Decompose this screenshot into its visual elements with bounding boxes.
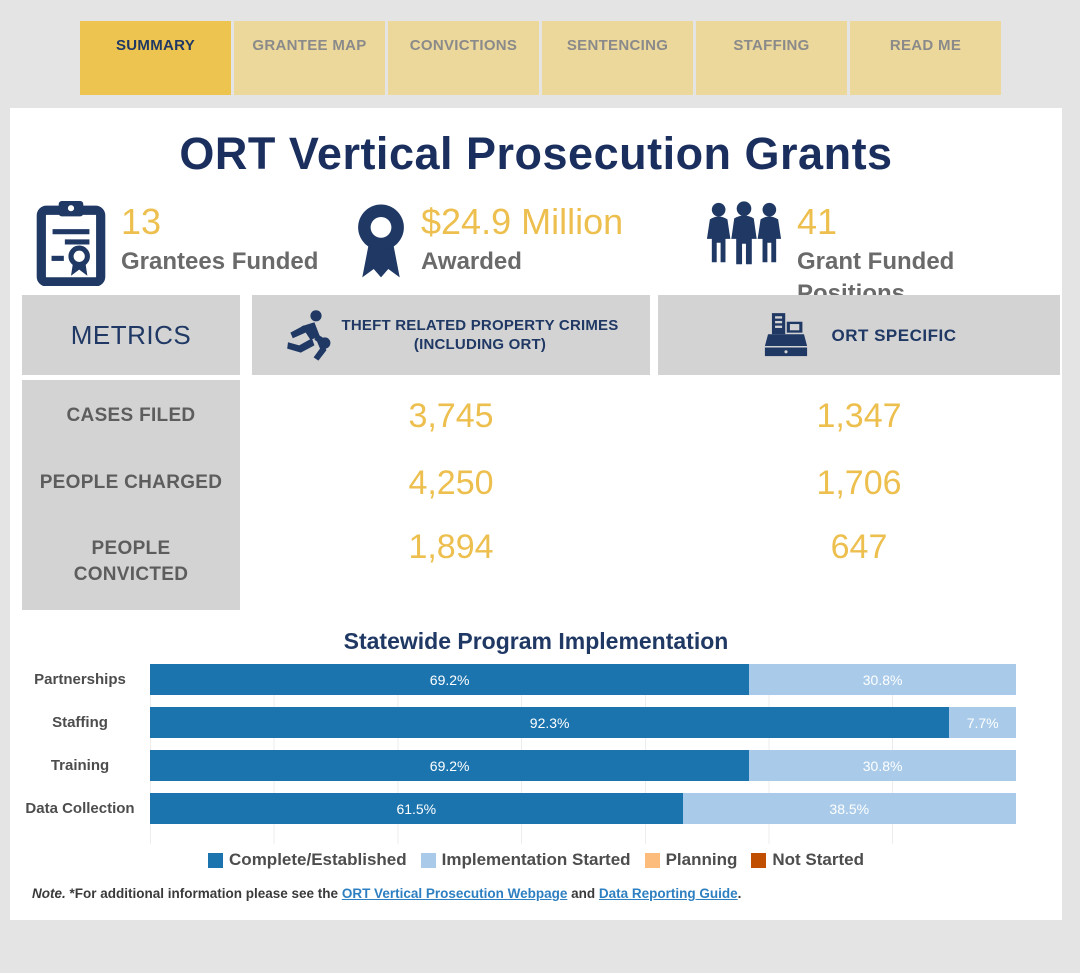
- theft-values-column: 3,745 4,250 1,894: [252, 380, 650, 610]
- tab-bar: SUMMARY GRANTEE MAP CONVICTIONS SENTENCING S…: [80, 21, 1001, 95]
- clipboard-certificate-icon: [36, 201, 106, 286]
- theft-people-convicted-value: 1,894: [408, 528, 494, 566]
- award-ribbon-icon: [358, 204, 404, 278]
- bar-track: 69.2% 30.8%: [150, 750, 1016, 781]
- bar-category-label: Staffing: [52, 714, 108, 731]
- row-label-people-charged: PEOPLE CHARGED: [39, 472, 223, 493]
- bar-row: Data Collection 61.5% 38.5%: [10, 793, 1062, 824]
- metrics-header-label: METRICS: [70, 319, 192, 350]
- stat-value: $24.9 Million: [421, 201, 624, 242]
- stat-grant-funded-positions: 41 Grant Funded Positions: [705, 200, 1062, 310]
- stat-value: 13: [121, 201, 162, 242]
- bar-segment-value: 7.7%: [966, 714, 999, 731]
- summary-card: ORT Vertical Prosecution Grants 13 Grant…: [10, 108, 1062, 920]
- bar-category-label: Training: [50, 757, 110, 774]
- bar-segment[interactable]: 30.8%: [749, 664, 1016, 695]
- bar-category-label: Partnerships: [34, 671, 126, 688]
- bar-segment[interactable]: 61.5%: [150, 793, 683, 824]
- bar-segment[interactable]: 30.8%: [749, 750, 1016, 781]
- ort-people-charged-value: 1,706: [816, 463, 902, 502]
- cash-register-icon: [765, 313, 808, 357]
- tab-convictions[interactable]: CONVICTIONS: [388, 21, 539, 95]
- chart-title: Statewide Program Implementation: [343, 628, 729, 654]
- row-label-cases-filed: CASES FILED: [66, 405, 196, 426]
- legend-item[interactable]: Not Started: [751, 850, 864, 870]
- bar-track: 92.3% 7.7%: [150, 707, 1016, 738]
- legend-label: Not Started: [772, 850, 864, 869]
- legend-swatch: [420, 852, 436, 868]
- ort-values-column: 1,347 1,706 647: [658, 380, 1060, 610]
- stat-label: Awarded: [421, 248, 522, 275]
- bar-row: Staffing 92.3% 7.7%: [10, 707, 1062, 738]
- tab-sentencing[interactable]: SENTENCING: [542, 21, 693, 95]
- tab-read-me[interactable]: READ ME: [850, 21, 1001, 95]
- footnote: Note. *For additional information please…: [32, 886, 741, 901]
- bar-segment[interactable]: 38.5%: [682, 793, 1016, 824]
- bar-segment-value: 92.3%: [529, 714, 570, 731]
- metrics-header: METRICS: [22, 295, 240, 375]
- bar-segment-value: 30.8%: [862, 671, 903, 688]
- theft-header-line1: THEFT RELATED PROPERTY CRIMES: [341, 317, 619, 334]
- bar-track: 61.5% 38.5%: [150, 793, 1016, 824]
- ort-people-convicted-value: 647: [830, 528, 888, 566]
- bar-chart: Partnerships 69.2% 30.8% Staffing 92.3% 7.7% T…: [10, 664, 1062, 836]
- stat-label: Grantees Funded: [121, 248, 319, 275]
- metrics-row-labels: CASES FILED PEOPLE CHARGED PEOPLE CONVIC…: [22, 380, 240, 610]
- note-prefix: Note.: [32, 886, 66, 901]
- ort-webpage-link[interactable]: ORT Vertical Prosecution Webpage: [341, 886, 568, 901]
- tab-summary[interactable]: SUMMARY: [80, 21, 231, 95]
- tab-staffing[interactable]: STAFFING: [696, 21, 847, 95]
- people-group-icon: [706, 201, 782, 265]
- bar-segment[interactable]: 69.2%: [150, 750, 750, 781]
- page-title: ORT Vertical Prosecution Grants: [179, 128, 893, 179]
- ort-header-label: ORT SPECIFIC: [831, 325, 957, 345]
- note-text-1: *For additional information please see t…: [65, 886, 342, 901]
- bar-segment-value: 38.5%: [829, 800, 870, 817]
- bar-segment-value: 69.2%: [429, 757, 470, 774]
- bar-segment-value: 30.8%: [862, 757, 903, 774]
- bar-segment-value: 61.5%: [396, 800, 437, 817]
- theft-header-line2: (INCLUDING ORT): [413, 336, 547, 353]
- theft-column-header: THEFT RELATED PROPERTY CRIMES (INCLUDING…: [252, 295, 650, 375]
- ort-column-header: ORT SPECIFIC: [658, 295, 1060, 375]
- running-thief-icon: [286, 310, 330, 361]
- tab-grantee-map[interactable]: GRANTEE MAP: [234, 21, 385, 95]
- bar-track: 69.2% 30.8%: [150, 664, 1016, 695]
- bar-segment[interactable]: 92.3%: [150, 707, 950, 738]
- legend-item[interactable]: Planning: [644, 850, 738, 870]
- bar-segment[interactable]: 7.7%: [949, 707, 1016, 738]
- legend-swatch: [644, 852, 660, 868]
- theft-people-charged-value: 4,250: [408, 463, 494, 502]
- legend-swatch: [208, 852, 224, 868]
- ort-cases-filed-value: 1,347: [816, 396, 902, 435]
- legend-swatch: [751, 852, 767, 868]
- legend-label: Planning: [665, 850, 738, 869]
- bar-row: Training 69.2% 30.8%: [10, 750, 1062, 781]
- bar-row: Partnerships 69.2% 30.8%: [10, 664, 1062, 695]
- row-label-people-convicted: PEOPLE CONVICTED: [73, 538, 189, 585]
- stat-grantees-funded: 13 Grantees Funded: [35, 200, 318, 286]
- note-suffix: .: [737, 886, 742, 901]
- legend-label: Complete/Established: [229, 850, 407, 869]
- stat-awarded: $24.9 Million Awarded: [355, 200, 623, 286]
- legend-item[interactable]: Complete/Established: [208, 850, 407, 870]
- legend-label: Implementation Started: [441, 850, 631, 869]
- legend-item[interactable]: Implementation Started: [420, 850, 631, 870]
- note-text-2: and: [567, 886, 599, 901]
- chart-legend: Complete/Established Implementation Start…: [10, 850, 1062, 870]
- bar-segment-value: 69.2%: [429, 671, 470, 688]
- data-reporting-guide-link[interactable]: Data Reporting Guide: [598, 886, 738, 901]
- theft-cases-filed-value: 3,745: [408, 396, 494, 435]
- bar-category-label: Data Collection: [25, 800, 135, 817]
- bar-segment[interactable]: 69.2%: [150, 664, 750, 695]
- stat-value: 41: [797, 201, 838, 242]
